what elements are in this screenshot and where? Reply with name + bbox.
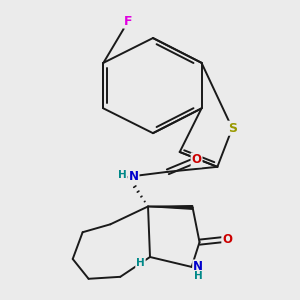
Text: H: H	[136, 258, 145, 268]
Text: O: O	[222, 233, 232, 246]
Polygon shape	[148, 206, 193, 209]
Text: F: F	[124, 15, 133, 28]
Text: S: S	[228, 122, 237, 135]
Text: H: H	[118, 170, 127, 180]
Text: H: H	[194, 271, 203, 281]
Text: N: N	[129, 170, 139, 183]
Text: N: N	[193, 260, 203, 273]
Text: O: O	[192, 153, 202, 167]
